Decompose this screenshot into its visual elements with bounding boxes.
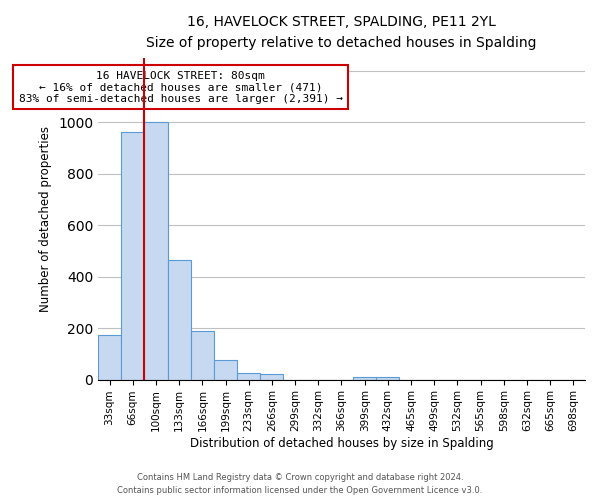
Bar xyxy=(167,260,191,380)
Text: Contains HM Land Registry data © Crown copyright and database right 2024.
Contai: Contains HM Land Registry data © Crown c… xyxy=(118,474,482,495)
Bar xyxy=(98,334,121,380)
Title: 16, HAVELOCK STREET, SPALDING, PE11 2YL
Size of property relative to detached ho: 16, HAVELOCK STREET, SPALDING, PE11 2YL … xyxy=(146,15,537,50)
Text: 16 HAVELOCK STREET: 80sqm
← 16% of detached houses are smaller (471)
83% of semi: 16 HAVELOCK STREET: 80sqm ← 16% of detac… xyxy=(19,70,343,104)
Bar xyxy=(191,330,214,380)
Bar xyxy=(353,377,376,380)
Bar xyxy=(376,377,400,380)
Bar xyxy=(237,373,260,380)
Bar xyxy=(145,122,167,380)
Bar xyxy=(214,360,237,380)
X-axis label: Distribution of detached houses by size in Spalding: Distribution of detached houses by size … xyxy=(190,437,493,450)
Bar xyxy=(121,132,145,380)
Y-axis label: Number of detached properties: Number of detached properties xyxy=(40,126,52,312)
Bar xyxy=(260,374,283,380)
